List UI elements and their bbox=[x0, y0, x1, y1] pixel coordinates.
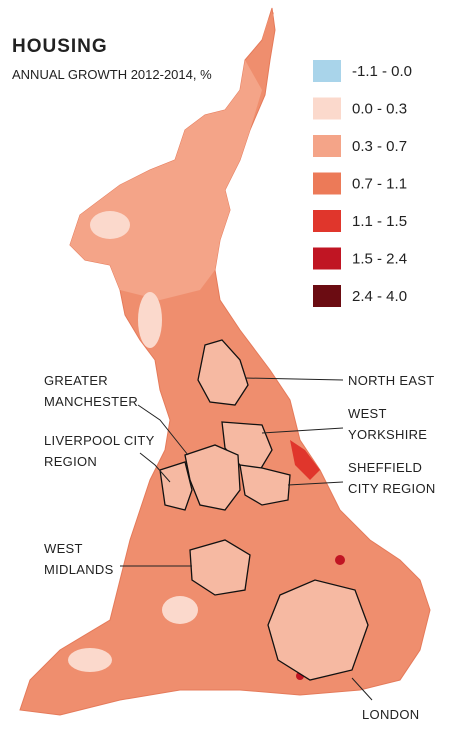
legend-swatch bbox=[313, 210, 341, 232]
region-label: NORTH EAST bbox=[348, 373, 435, 388]
london-outline bbox=[267, 579, 369, 681]
region-label-line: MANCHESTER bbox=[44, 394, 138, 409]
legend-swatch bbox=[313, 172, 341, 195]
leader-lines bbox=[120, 377, 373, 701]
legend: -1.1 - 0.0 0.0 - 0.3 0.3 - 0.7 0.7 - 1.1 1.1… bbox=[313, 60, 412, 307]
manchester-outline bbox=[184, 444, 241, 511]
region-label-line: SHEFFIELD bbox=[348, 460, 422, 475]
region-label-line: GREATER bbox=[44, 373, 108, 388]
pale-patch bbox=[90, 211, 130, 239]
legend-swatch bbox=[313, 97, 341, 120]
region-label-line: YORKSHIRE bbox=[348, 427, 427, 442]
orkney bbox=[262, 12, 274, 40]
region-outlines bbox=[159, 339, 369, 681]
region-label-line: LIVERPOOL CITY bbox=[44, 433, 155, 448]
legend-swatch bbox=[313, 285, 341, 307]
north-east-outline bbox=[197, 339, 249, 406]
legend-swatch bbox=[313, 247, 341, 270]
region-label-line: CITY REGION bbox=[348, 481, 436, 496]
region-label-line: LONDON bbox=[362, 707, 419, 722]
scotland-tint bbox=[70, 60, 262, 300]
leader-line bbox=[139, 452, 171, 483]
region-label: GREATER MANCHESTER bbox=[44, 373, 138, 409]
legend-label: 0.3 - 0.7 bbox=[352, 138, 407, 155]
red-patch bbox=[335, 555, 345, 565]
leader-line bbox=[137, 404, 189, 456]
legend-label: 2.4 - 4.0 bbox=[352, 288, 407, 305]
liverpool-outline bbox=[159, 461, 193, 511]
region-label: LONDON bbox=[362, 707, 419, 722]
legend-swatch bbox=[313, 135, 341, 157]
leader-line bbox=[244, 377, 344, 381]
red-patch bbox=[290, 440, 320, 480]
region-label: LIVERPOOL CITY REGION bbox=[44, 433, 155, 469]
subtitle: ANNUAL GROWTH 2012-2014, % bbox=[12, 67, 212, 82]
leader-line bbox=[287, 481, 344, 486]
leader-line bbox=[261, 427, 344, 434]
legend-label: -1.1 - 0.0 bbox=[352, 63, 412, 80]
region-label-line: REGION bbox=[44, 454, 97, 469]
west-midlands-outline bbox=[189, 539, 251, 596]
region-label-line: WEST bbox=[348, 406, 387, 421]
region-label: WEST MIDLANDS bbox=[44, 541, 114, 577]
region-label-line: WEST bbox=[44, 541, 83, 556]
pale-patch bbox=[138, 292, 162, 348]
leader-line bbox=[351, 677, 373, 701]
sheffield-outline bbox=[239, 464, 291, 506]
legend-swatch bbox=[313, 60, 341, 82]
legend-label: 0.7 - 1.1 bbox=[352, 176, 407, 193]
title: HOUSING bbox=[12, 36, 108, 57]
region-label-line: MIDLANDS bbox=[44, 562, 114, 577]
region-label: SHEFFIELD CITY REGION bbox=[348, 460, 436, 496]
region-label-line: NORTH EAST bbox=[348, 373, 435, 388]
pale-patch bbox=[162, 596, 198, 624]
legend-label: 1.5 - 2.4 bbox=[352, 251, 407, 268]
region-label: WEST YORKSHIRE bbox=[348, 406, 427, 442]
legend-label: 0.0 - 0.3 bbox=[352, 101, 407, 118]
pale-patch bbox=[68, 648, 112, 672]
legend-label: 1.1 - 1.5 bbox=[352, 213, 407, 230]
region-labels: NORTH EAST WEST YORKSHIRE SHEFFIELD CITY REG… bbox=[44, 373, 436, 722]
